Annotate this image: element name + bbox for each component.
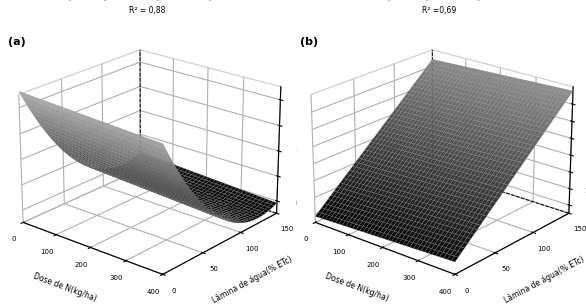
X-axis label: Dose de N(kg/ha): Dose de N(kg/ha)	[32, 271, 97, 303]
Text: (b): (b)	[300, 37, 318, 47]
Title: $\hat{Y}$ = 12,6216 – 0,0742** L + 0,0003** L² – 0,0008$^{***}$D
R² = 0,88: $\hat{Y}$ = 12,6216 – 0,0742** L + 0,000…	[43, 0, 251, 15]
X-axis label: Dose de N(kg/ha): Dose de N(kg/ha)	[324, 271, 390, 303]
Y-axis label: Lâmina de água(% ETc): Lâmina de água(% ETc)	[503, 254, 586, 304]
Y-axis label: Lâmina de água(% ETc): Lâmina de água(% ETc)	[211, 254, 294, 304]
Text: (a): (a)	[8, 37, 25, 47]
Title: $\hat{Y}$ = 88,6861 + 0,4369** L + 0,0085$^{**}$ D
R² =0,69: $\hat{Y}$ = 88,6861 + 0,4369** L + 0,008…	[362, 0, 517, 15]
